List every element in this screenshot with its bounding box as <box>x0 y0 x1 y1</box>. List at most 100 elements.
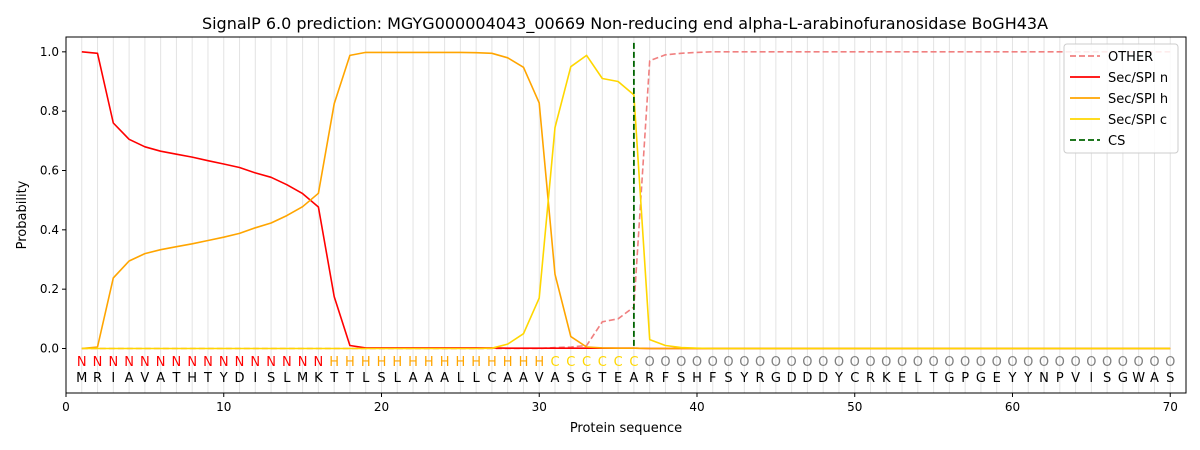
region-label: H <box>361 355 371 370</box>
sequence-residue: W <box>1132 371 1145 386</box>
region-label: O <box>881 355 891 370</box>
region-label: H <box>471 355 481 370</box>
sequence-residue: R <box>866 371 875 386</box>
sequence-residue: D <box>818 371 828 386</box>
sequence-residue: L <box>473 371 481 386</box>
region-label: O <box>1023 355 1033 370</box>
region-label: N <box>140 355 150 370</box>
sequence-residue: T <box>203 371 212 386</box>
x-tick-label: 20 <box>374 400 389 414</box>
region-label: O <box>771 355 781 370</box>
region-label: N <box>314 355 324 370</box>
sequence-residue: S <box>267 371 275 386</box>
sequence-residue: L <box>914 371 922 386</box>
region-label: O <box>723 355 733 370</box>
x-tick-label: 0 <box>62 400 70 414</box>
region-label: O <box>1039 355 1049 370</box>
region-label: N <box>93 355 103 370</box>
sequence-residue: M <box>76 371 87 386</box>
sequence-residue: Y <box>1023 371 1032 386</box>
sequence-residue: S <box>1166 371 1174 386</box>
sequence-residue: A <box>629 371 638 386</box>
series-line-3 <box>81 54 1171 350</box>
x-tick-label: 60 <box>1005 400 1020 414</box>
region-label: O <box>834 355 844 370</box>
region-label: O <box>660 355 670 370</box>
sequence-residue: A <box>409 371 418 386</box>
sequence-residue: A <box>519 371 528 386</box>
y-tick-label: 0.6 <box>40 164 59 178</box>
region-label: C <box>566 355 575 370</box>
region-label: O <box>1118 355 1128 370</box>
plot-frame <box>65 36 1187 394</box>
sequence-residue: L <box>283 371 291 386</box>
y-tick-label: 0.4 <box>40 223 59 237</box>
sequence-residue: D <box>787 371 797 386</box>
sequence-residue: G <box>976 371 986 386</box>
region-label: O <box>645 355 655 370</box>
region-label: O <box>692 355 702 370</box>
x-tick-label: 40 <box>689 400 704 414</box>
region-label: O <box>755 355 765 370</box>
region-label: H <box>424 355 434 370</box>
region-label: H <box>487 355 497 370</box>
region-label: O <box>676 355 686 370</box>
sequence-residue: F <box>709 371 716 386</box>
sequence-residue: H <box>187 371 197 386</box>
sequence-residue: C <box>487 371 496 386</box>
sequence-residue: Y <box>1008 371 1017 386</box>
sequence-residue: S <box>1103 371 1111 386</box>
sequence-residue: A <box>503 371 512 386</box>
region-label: C <box>614 355 623 370</box>
region-label: H <box>345 355 355 370</box>
region-label: O <box>865 355 875 370</box>
region-label: N <box>235 355 245 370</box>
region-label: H <box>534 355 544 370</box>
sequence-residue: G <box>1118 371 1128 386</box>
region-label: H <box>455 355 465 370</box>
region-label: O <box>787 355 797 370</box>
region-label: N <box>108 355 118 370</box>
region-label: C <box>629 355 638 370</box>
region-label: H <box>408 355 418 370</box>
sequence-residue: Y <box>834 371 843 386</box>
region-label: O <box>913 355 923 370</box>
region-label: N <box>156 355 166 370</box>
legend-label: OTHER <box>1108 50 1153 65</box>
region-label: H <box>392 355 402 370</box>
region-label: N <box>250 355 260 370</box>
sequence-residue: S <box>724 371 732 386</box>
sequence-residue: M <box>297 371 308 386</box>
region-label: O <box>1149 355 1159 370</box>
region-label: O <box>850 355 860 370</box>
sequence-residue: R <box>645 371 654 386</box>
sequence-residue: A <box>1150 371 1159 386</box>
sequence-residue: T <box>171 371 180 386</box>
sequence-residue: S <box>677 371 685 386</box>
region-label: N <box>77 355 87 370</box>
sequence-residue: A <box>551 371 560 386</box>
residue-label-layer: NMNRNINANVNANTNHNTNYNDNINSNLNMNKHTHTHLHS… <box>76 355 1175 386</box>
region-label: O <box>944 355 954 370</box>
legend-box <box>1063 43 1179 154</box>
sequence-residue: A <box>440 371 449 386</box>
legend: OTHER Sec/SPI n Sec/SPI h Sec/SPI c CS <box>1063 43 1179 154</box>
sequence-residue: T <box>929 371 938 386</box>
region-label: N <box>266 355 276 370</box>
region-label: N <box>124 355 134 370</box>
sequence-residue: K <box>314 371 323 386</box>
sequence-residue: K <box>882 371 891 386</box>
region-label: O <box>897 355 907 370</box>
sequence-residue: H <box>692 371 702 386</box>
x-tick-label: 70 <box>1163 400 1178 414</box>
sequence-residue: V <box>535 371 544 386</box>
sequence-residue: V <box>140 371 149 386</box>
y-axis-label: Probability <box>15 180 30 249</box>
sequence-residue: P <box>961 371 969 386</box>
region-label: O <box>1007 355 1017 370</box>
sequence-residue: F <box>662 371 669 386</box>
legend-label: Sec/SPI n <box>1108 71 1168 86</box>
sequence-residue: R <box>756 371 765 386</box>
sequence-residue: S <box>567 371 575 386</box>
